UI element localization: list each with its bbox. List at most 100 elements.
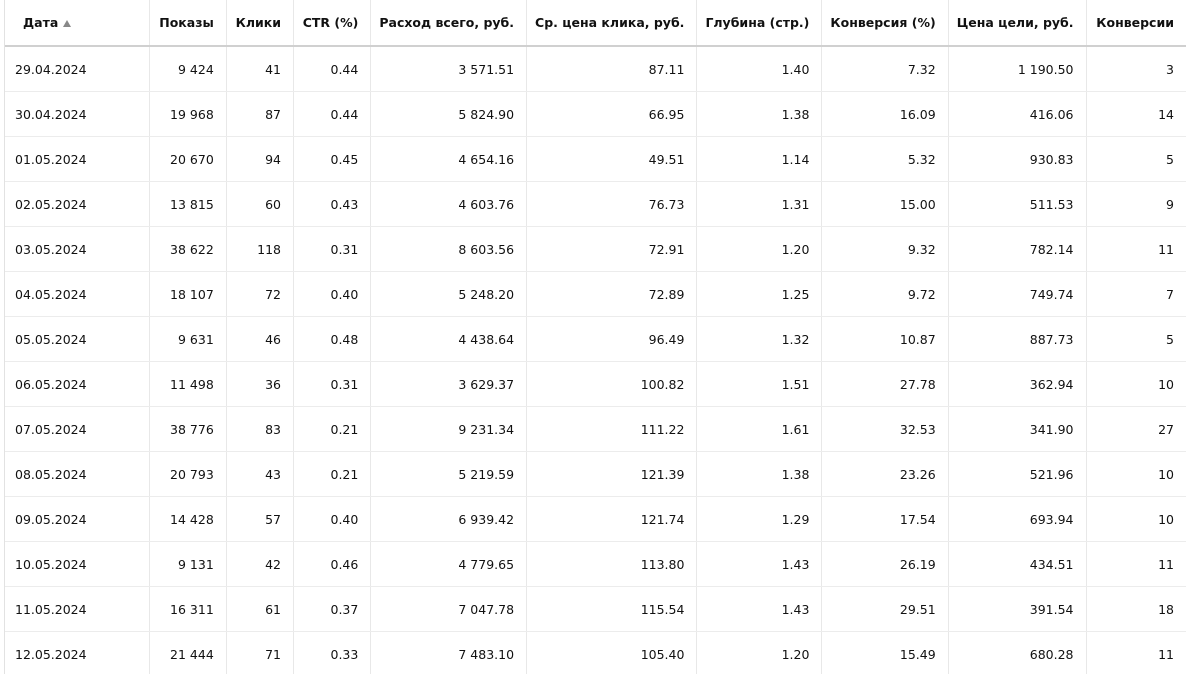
value-cell: 1.25 — [696, 271, 823, 317]
column-header[interactable]: Конверсии — [1086, 0, 1186, 47]
value-cell: 7 047.78 — [370, 586, 528, 632]
column-header[interactable]: Дата — [5, 0, 150, 47]
table-header: Дата Показы Клики CTR (%) Расход всего, руб.… — [5, 0, 1186, 47]
value-cell: 9 — [1086, 181, 1186, 227]
column-header[interactable]: Показы — [149, 0, 227, 47]
column-header[interactable]: Конверсия (%) — [821, 0, 949, 47]
value-cell: 11 — [1086, 541, 1186, 587]
table-row: 12.05.2024 21 444 71 0.33 7 483.10 105.40 1.20… — [5, 631, 1186, 674]
column-header[interactable]: CTR (%) — [293, 0, 372, 47]
sort-ascending-icon — [63, 20, 72, 27]
value-cell: 96.49 — [526, 316, 698, 362]
value-cell: 5 219.59 — [370, 451, 528, 497]
value-cell: 49.51 — [526, 136, 698, 182]
table-row: 04.05.2024 18 107 72 0.40 5 248.20 72.89 1.25 9… — [5, 271, 1186, 317]
value-cell: 41 — [226, 46, 295, 92]
value-cell: 20 670 — [149, 136, 227, 182]
value-cell: 0.44 — [293, 91, 372, 137]
value-cell: 76.73 — [526, 181, 698, 227]
value-cell: 118 — [226, 226, 295, 272]
value-cell: 38 776 — [149, 406, 227, 452]
value-cell: 13 815 — [149, 181, 227, 227]
value-cell: 32.53 — [821, 406, 949, 452]
date-cell: 01.05.2024 — [5, 136, 150, 182]
value-cell: 1.43 — [696, 541, 823, 587]
value-cell: 42 — [226, 541, 295, 587]
date-cell: 05.05.2024 — [5, 316, 150, 362]
value-cell: 0.31 — [293, 361, 372, 407]
table-row: 08.05.2024 20 793 43 0.21 5 219.59 121.39 1.38… — [5, 451, 1186, 497]
value-cell: 17.54 — [821, 496, 949, 542]
value-cell: 4 654.16 — [370, 136, 528, 182]
column-header[interactable]: Ср. цена клика, руб. — [526, 0, 698, 47]
table-row: 01.05.2024 20 670 94 0.45 4 654.16 49.51 1.14 5… — [5, 136, 1186, 182]
value-cell: 930.83 — [948, 136, 1087, 182]
date-cell: 08.05.2024 — [5, 451, 150, 497]
value-cell: 83 — [226, 406, 295, 452]
table-row: 11.05.2024 16 311 61 0.37 7 047.78 115.54 1.43… — [5, 586, 1186, 632]
value-cell: 105.40 — [526, 631, 698, 674]
table-row: 02.05.2024 13 815 60 0.43 4 603.76 76.73 1.31 1… — [5, 181, 1186, 227]
value-cell: 0.48 — [293, 316, 372, 362]
value-cell: 0.21 — [293, 451, 372, 497]
value-cell: 1.20 — [696, 631, 823, 674]
column-header-label: Конверсии — [1096, 15, 1174, 30]
value-cell: 4 603.76 — [370, 181, 528, 227]
value-cell: 14 — [1086, 91, 1186, 137]
value-cell: 18 — [1086, 586, 1186, 632]
value-cell: 121.74 — [526, 496, 698, 542]
column-header[interactable]: Клики — [226, 0, 295, 47]
value-cell: 3 — [1086, 46, 1186, 92]
value-cell: 5 248.20 — [370, 271, 528, 317]
table-row: 03.05.2024 38 622 118 0.31 8 603.56 72.91 1.20… — [5, 226, 1186, 272]
value-cell: 8 603.56 — [370, 226, 528, 272]
value-cell: 7.32 — [821, 46, 949, 92]
value-cell: 9.32 — [821, 226, 949, 272]
date-cell: 03.05.2024 — [5, 226, 150, 272]
date-cell: 12.05.2024 — [5, 631, 150, 674]
column-header[interactable]: Глубина (стр.) — [696, 0, 823, 47]
value-cell: 1 190.50 — [948, 46, 1087, 92]
column-header[interactable]: Цена цели, руб. — [948, 0, 1087, 47]
value-cell: 43 — [226, 451, 295, 497]
value-cell: 11 498 — [149, 361, 227, 407]
value-cell: 46 — [226, 316, 295, 362]
value-cell: 10.87 — [821, 316, 949, 362]
column-header-label: Ср. цена клика, руб. — [535, 15, 685, 30]
value-cell: 3 629.37 — [370, 361, 528, 407]
value-cell: 7 — [1086, 271, 1186, 317]
column-header-label: Глубина (стр.) — [705, 15, 810, 30]
value-cell: 57 — [226, 496, 295, 542]
column-header[interactable]: Расход всего, руб. — [370, 0, 528, 47]
table-row: 06.05.2024 11 498 36 0.31 3 629.37 100.82 1.51… — [5, 361, 1186, 407]
column-header-label: Конверсия (%) — [830, 15, 936, 30]
value-cell: 7 483.10 — [370, 631, 528, 674]
value-cell: 72 — [226, 271, 295, 317]
table-body: 29.04.2024 9 424 41 0.44 3 571.51 87.11 1.40 7.… — [5, 46, 1186, 674]
value-cell: 87.11 — [526, 46, 698, 92]
value-cell: 3 571.51 — [370, 46, 528, 92]
value-cell: 6 939.42 — [370, 496, 528, 542]
value-cell: 15.00 — [821, 181, 949, 227]
value-cell: 5.32 — [821, 136, 949, 182]
value-cell: 5 — [1086, 136, 1186, 182]
value-cell: 1.20 — [696, 226, 823, 272]
value-cell: 9 631 — [149, 316, 227, 362]
table-row: 09.05.2024 14 428 57 0.40 6 939.42 121.74 1.29… — [5, 496, 1186, 542]
value-cell: 113.80 — [526, 541, 698, 587]
value-cell: 391.54 — [948, 586, 1087, 632]
date-cell: 07.05.2024 — [5, 406, 150, 452]
value-cell: 1.61 — [696, 406, 823, 452]
value-cell: 434.51 — [948, 541, 1087, 587]
value-cell: 0.40 — [293, 271, 372, 317]
column-header-label: Клики — [235, 15, 281, 30]
value-cell: 20 793 — [149, 451, 227, 497]
value-cell: 749.74 — [948, 271, 1087, 317]
value-cell: 26.19 — [821, 541, 949, 587]
value-cell: 1.29 — [696, 496, 823, 542]
column-header-label: CTR (%) — [302, 15, 359, 30]
value-cell: 511.53 — [948, 181, 1087, 227]
value-cell: 1.43 — [696, 586, 823, 632]
value-cell: 38 622 — [149, 226, 227, 272]
